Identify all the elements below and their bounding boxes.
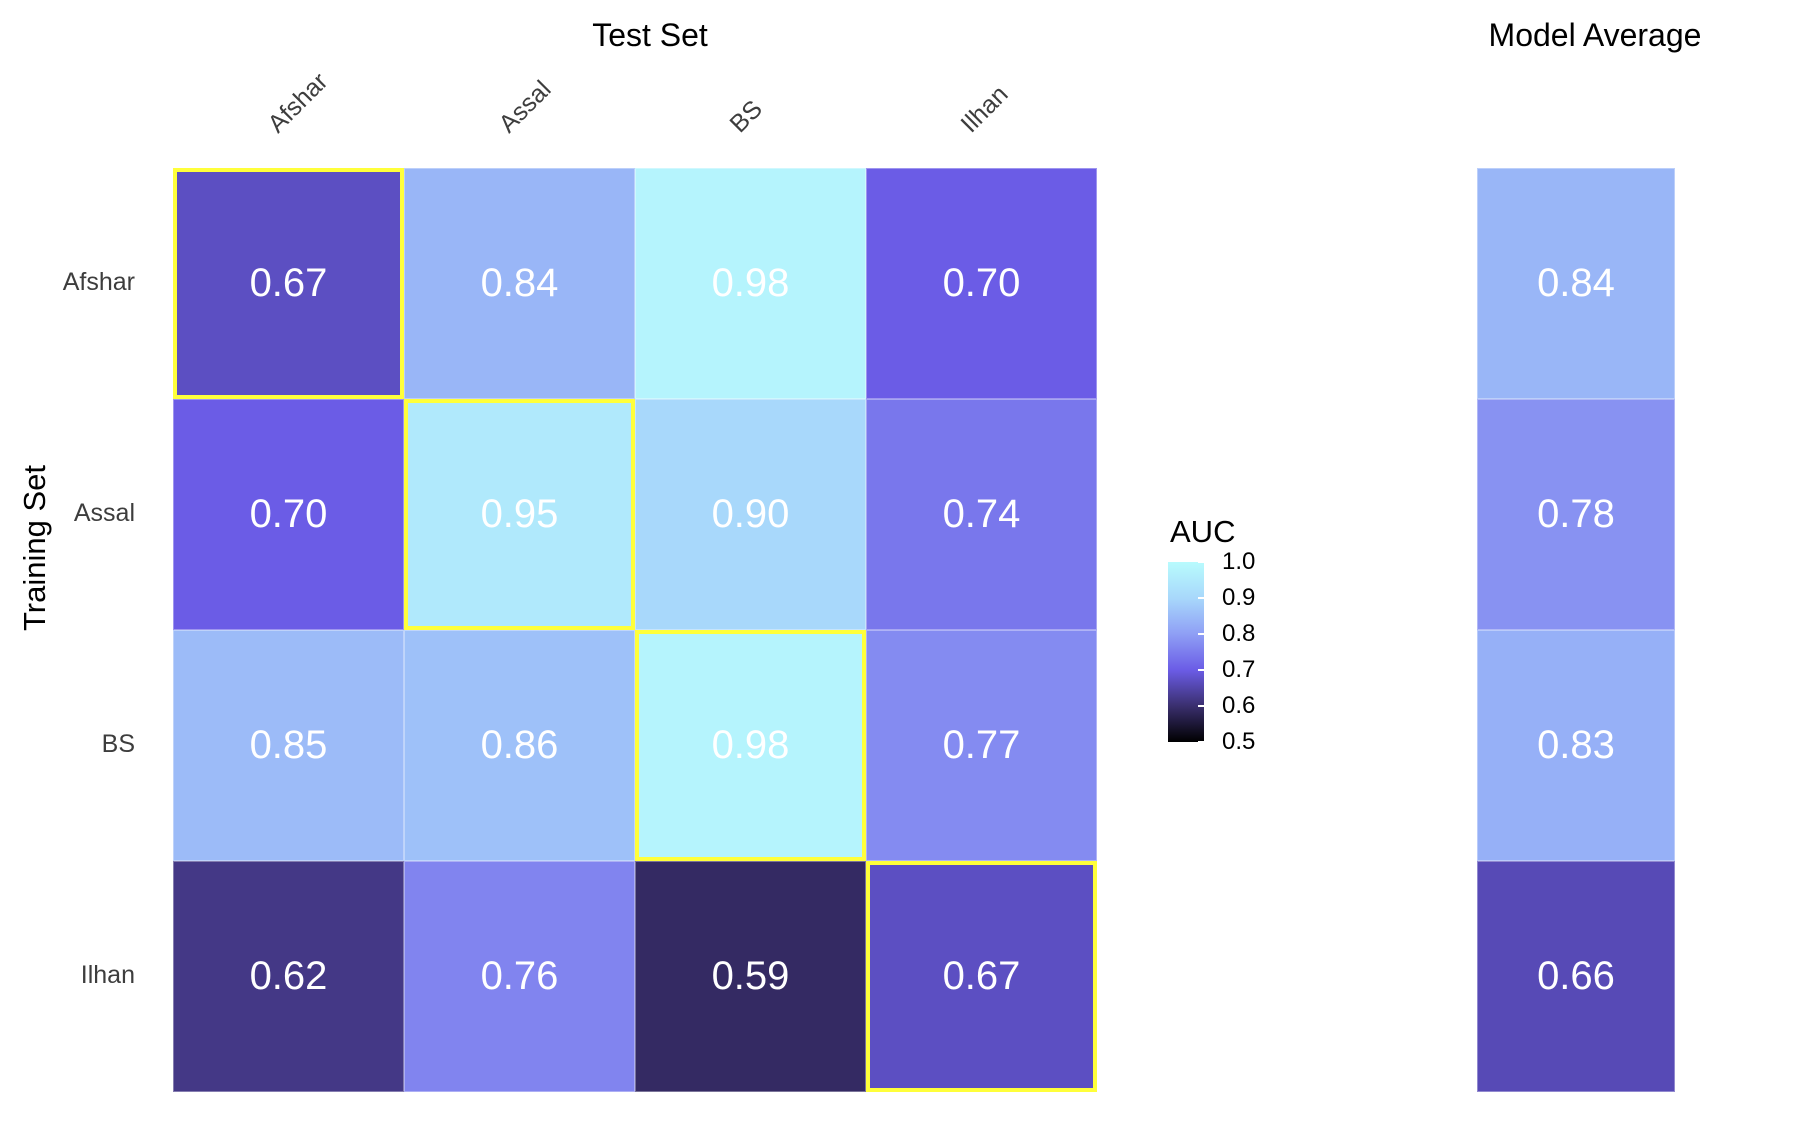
heatmap-cell: 0.76	[404, 861, 635, 1092]
legend-tick-label: 0.6	[1222, 692, 1256, 719]
test-set-label: Assal	[493, 75, 557, 139]
test-set-label: Afshar	[262, 67, 334, 139]
average-panel-title: Model Average	[1488, 17, 1702, 53]
heatmap-cell: 0.74	[866, 399, 1097, 630]
heatmap-cell: 0.90	[635, 399, 866, 630]
cell-value-label: 0.62	[249, 954, 328, 998]
heatmap-cell: 0.67	[866, 861, 1097, 1092]
training-set-label: Ilhan	[80, 960, 135, 989]
cell-value-label: 0.90	[711, 492, 790, 536]
training-set-label: BS	[101, 729, 135, 758]
legend-tick-label: 1.0	[1222, 548, 1256, 575]
heatmap-cell: 0.98	[635, 630, 866, 861]
legend-tick-label: 0.7	[1222, 656, 1256, 683]
cell-value-label: 0.84	[480, 261, 559, 305]
average-value-label: 0.66	[1537, 954, 1615, 998]
legend-tick-label: 0.9	[1222, 584, 1256, 611]
legend-tick-mark	[1198, 561, 1204, 563]
heatmap-cell: 0.70	[866, 168, 1097, 399]
heatmap-cell: 0.62	[173, 861, 404, 1092]
legend-tick-mark	[1198, 705, 1204, 707]
heatmap-cell: 0.84	[404, 168, 635, 399]
legend-tick-mark	[1198, 669, 1204, 671]
training-set-label: Afshar	[62, 267, 135, 296]
cell-value-label: 0.98	[711, 261, 790, 305]
cell-value-label: 0.74	[942, 492, 1021, 536]
training-set-label: Assal	[73, 498, 135, 527]
cell-value-label: 0.70	[249, 492, 328, 536]
legend-tick-mark	[1198, 741, 1204, 743]
cell-value-label: 0.95	[480, 492, 559, 536]
heatmap-cell: 0.77	[866, 630, 1097, 861]
heatmap-cell: 0.67	[173, 168, 404, 399]
cell-value-label: 0.67	[249, 261, 328, 305]
test-set-label: BS	[724, 94, 768, 139]
y-axis-title: Training Set	[17, 465, 52, 631]
average-value-label: 0.84	[1537, 261, 1615, 305]
legend-color-bar	[1168, 562, 1204, 742]
cell-value-label: 0.59	[711, 954, 790, 998]
average-cell: 0.78	[1477, 399, 1675, 630]
cell-value-label: 0.86	[480, 723, 559, 767]
average-cell: 0.84	[1477, 168, 1675, 399]
heatmap-cell: 0.95	[404, 399, 635, 630]
average-value-label: 0.78	[1537, 492, 1615, 536]
cell-value-label: 0.98	[711, 723, 790, 767]
legend-title: AUC	[1170, 514, 1236, 549]
heatmap-cell: 0.59	[635, 861, 866, 1092]
cell-value-label: 0.76	[480, 954, 559, 998]
test-set-label: Ilhan	[955, 80, 1014, 139]
cell-value-label: 0.67	[942, 954, 1021, 998]
legend-tick-mark	[1198, 597, 1204, 599]
legend-tick-label: 0.5	[1222, 728, 1256, 755]
cell-value-label: 0.85	[249, 723, 328, 767]
cell-value-label: 0.77	[942, 723, 1021, 767]
heatmap-cell: 0.70	[173, 399, 404, 630]
legend-tick-mark	[1198, 633, 1204, 635]
chart-title: Test Set	[592, 17, 708, 53]
cell-value-label: 0.70	[942, 261, 1021, 305]
heatmap-cell: 0.98	[635, 168, 866, 399]
average-cell: 0.66	[1477, 861, 1675, 1092]
average-value-label: 0.83	[1537, 723, 1615, 767]
heatmap-cell: 0.86	[404, 630, 635, 861]
average-cell: 0.83	[1477, 630, 1675, 861]
heatmap-cell: 0.85	[173, 630, 404, 861]
legend-tick-label: 0.8	[1222, 620, 1256, 647]
